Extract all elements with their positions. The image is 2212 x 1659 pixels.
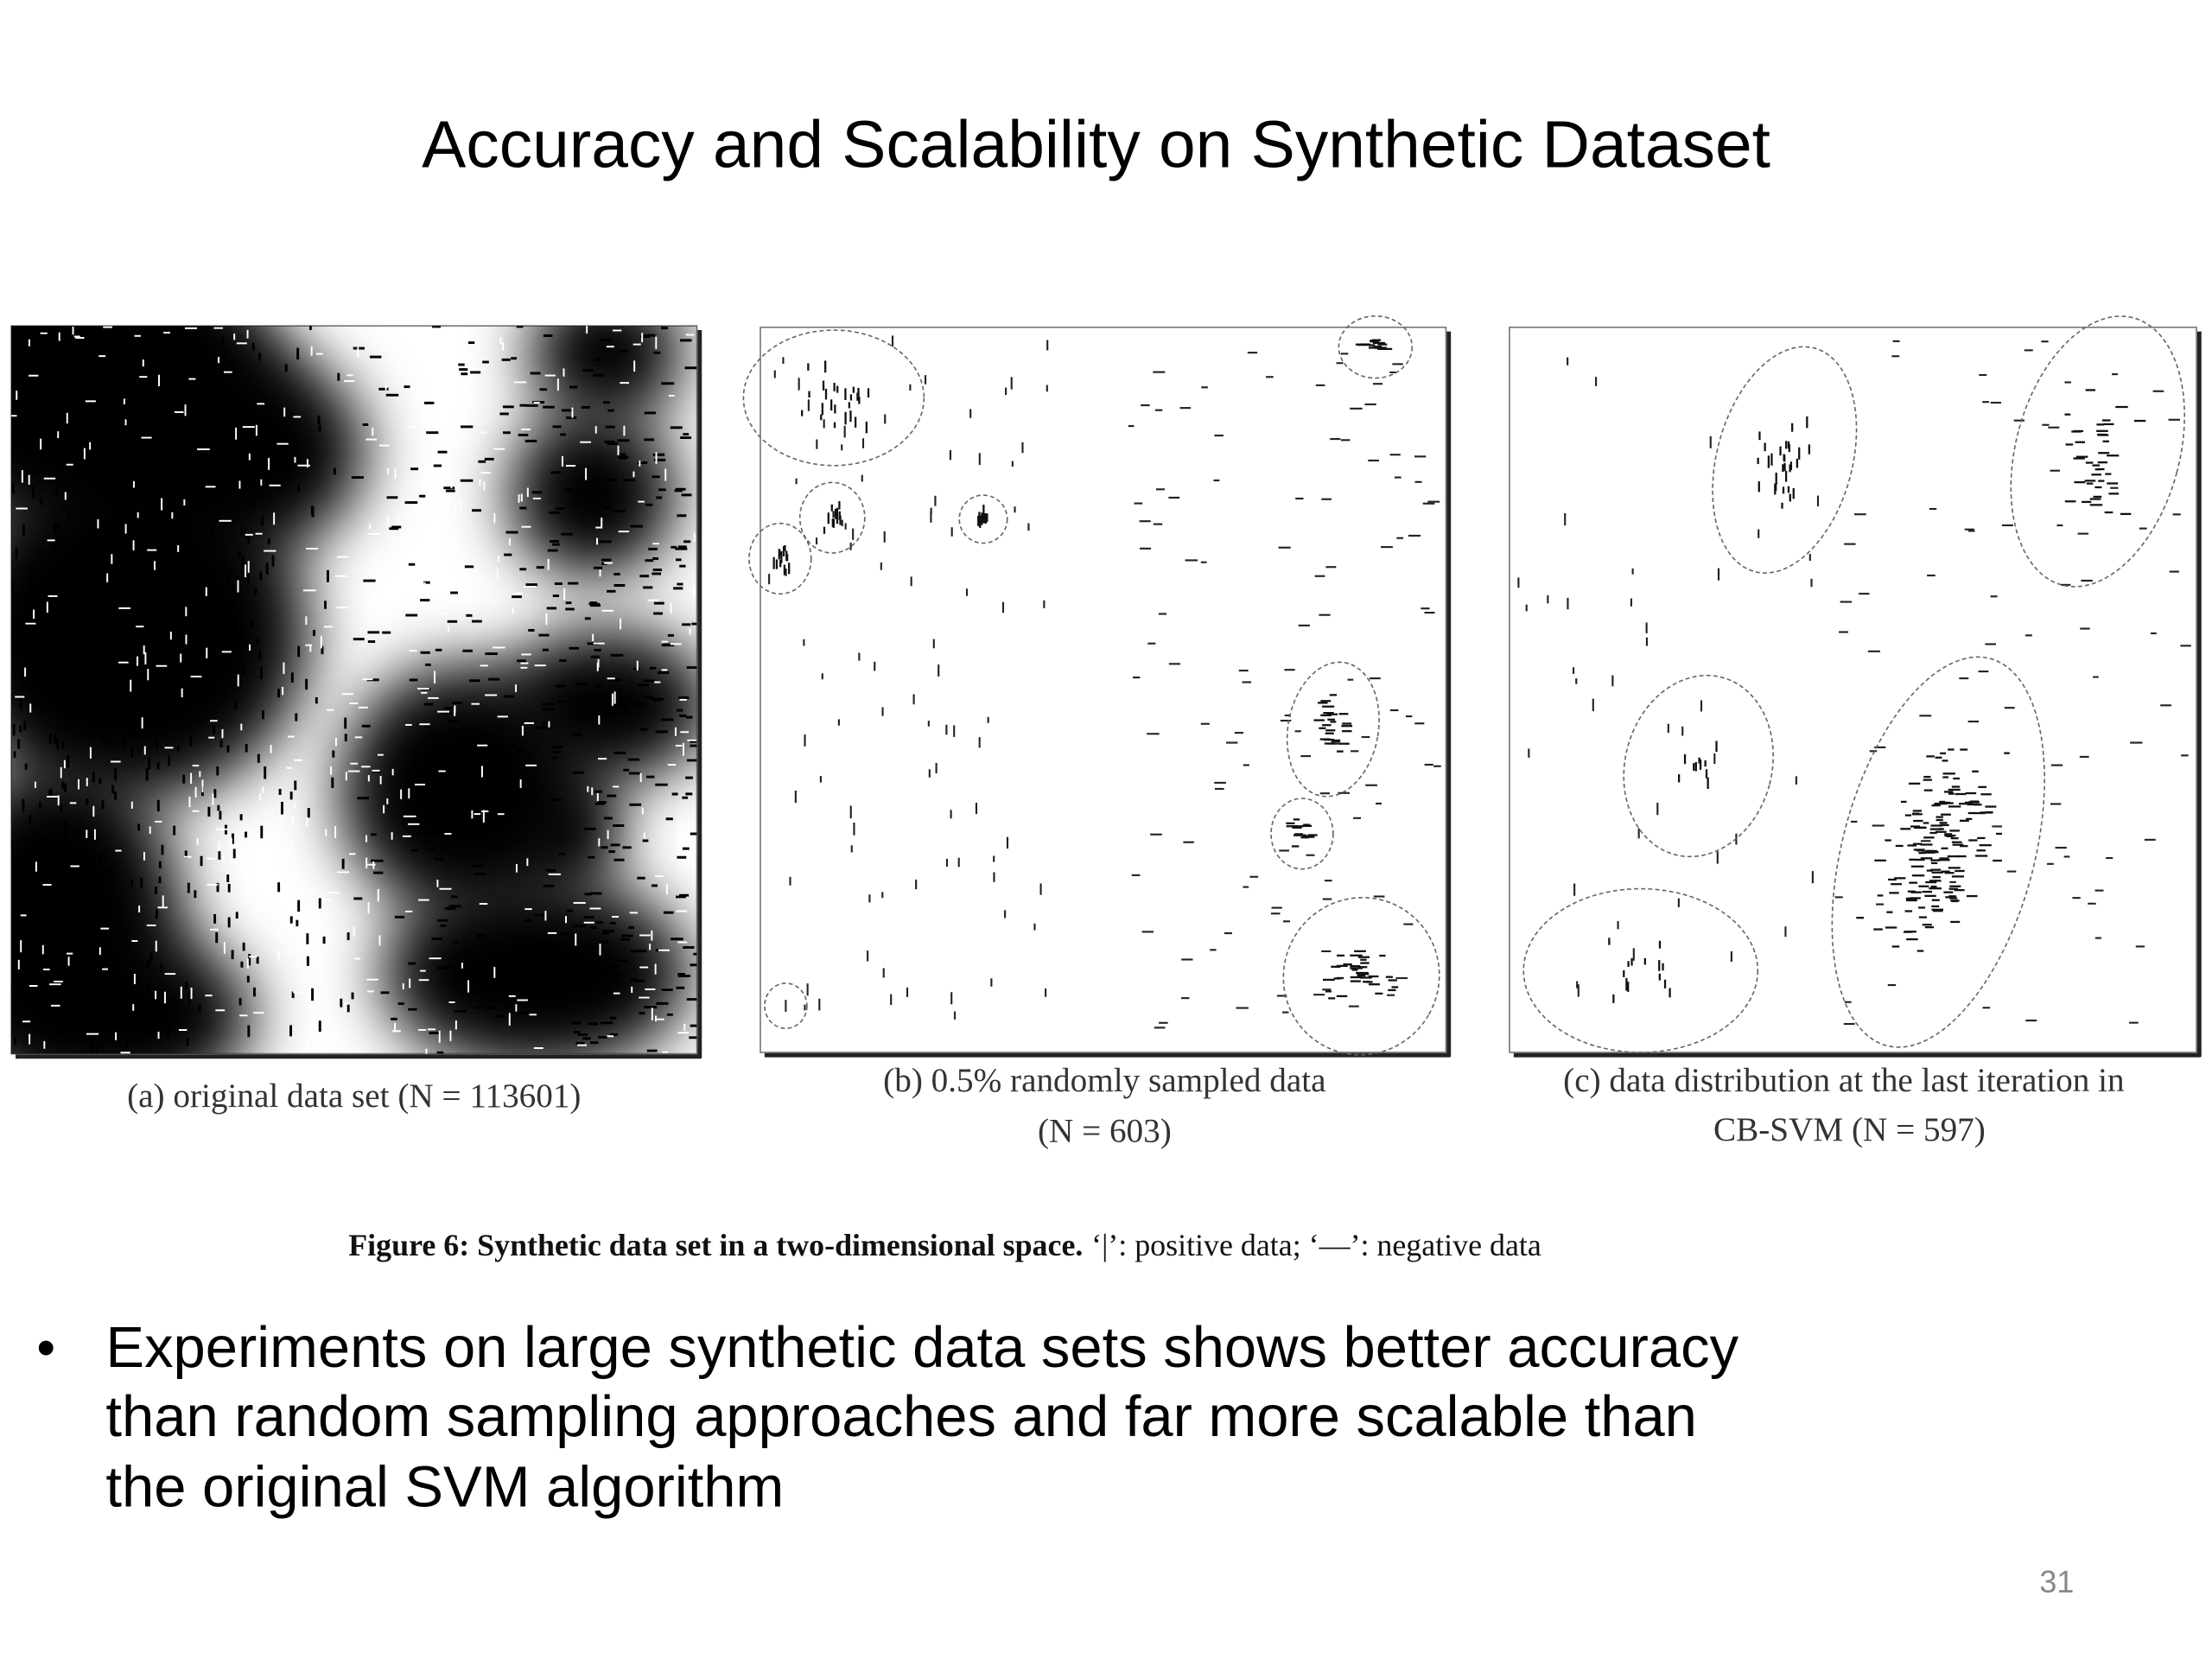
cluster-outline xyxy=(1522,887,1759,1053)
cluster-outline xyxy=(1623,674,1775,858)
figure-caption: Figure 6: Synthetic data set in a two-di… xyxy=(348,1228,1541,1262)
cluster-outline xyxy=(798,481,866,554)
cluster-outline xyxy=(764,982,808,1030)
density-blob xyxy=(507,775,621,889)
figure-text: ‘|’: positive data; ‘—’: negative data xyxy=(1091,1228,1541,1262)
figure-label: Figure 6: Synthetic data set in a two-di… xyxy=(348,1228,1083,1262)
cluster-outline xyxy=(1831,656,2045,1048)
density-blob xyxy=(380,874,691,1054)
density-blob xyxy=(529,326,684,423)
panel-caption: CB-SVM (N = 597) xyxy=(1713,1111,1986,1148)
bullet-line: than random sampling approaches and far … xyxy=(105,1384,1696,1449)
cluster-outline xyxy=(1286,661,1380,798)
slide-title: Accuracy and Scalability on Synthetic Da… xyxy=(422,108,1770,181)
panel-frame xyxy=(760,326,1447,1053)
panel-caption: (b) 0.5% randomly sampled data xyxy=(883,1062,1325,1099)
panel-captions: (a) original data set (N = 113601) (b) 0… xyxy=(127,1062,2124,1150)
panel-sampled xyxy=(742,315,1452,1058)
cluster-outline xyxy=(1712,346,1858,574)
bullet-marker: • xyxy=(36,1318,55,1377)
density-blob xyxy=(11,973,57,1054)
cluster-outline xyxy=(1338,315,1414,379)
panel-cbsvm xyxy=(1509,315,2202,1058)
bullet: Experiments on large synthetic data sets… xyxy=(105,1315,1738,1520)
bullet-line: Experiments on large synthetic data sets… xyxy=(105,1315,1738,1380)
density-blob xyxy=(11,931,254,1054)
cluster-outline xyxy=(748,522,812,595)
cluster-outline xyxy=(1282,896,1440,1056)
panel-original xyxy=(10,325,702,1059)
panel-frame xyxy=(1509,326,2197,1053)
density-blob xyxy=(507,409,677,579)
bullet-line: the original SVM algorithm xyxy=(105,1454,784,1519)
panel-caption: (N = 603) xyxy=(1038,1113,1172,1150)
page-number: 31 xyxy=(2039,1564,2074,1599)
panel-caption: (a) original data set (N = 113601) xyxy=(127,1077,581,1115)
density-blob xyxy=(56,338,367,565)
cluster-outline xyxy=(2010,315,2185,588)
panel-caption: (c) data distribution at the last iterat… xyxy=(1563,1062,2124,1099)
cluster-outline xyxy=(958,494,1008,544)
cluster-outline xyxy=(1270,798,1334,870)
panel-content xyxy=(11,326,697,1054)
